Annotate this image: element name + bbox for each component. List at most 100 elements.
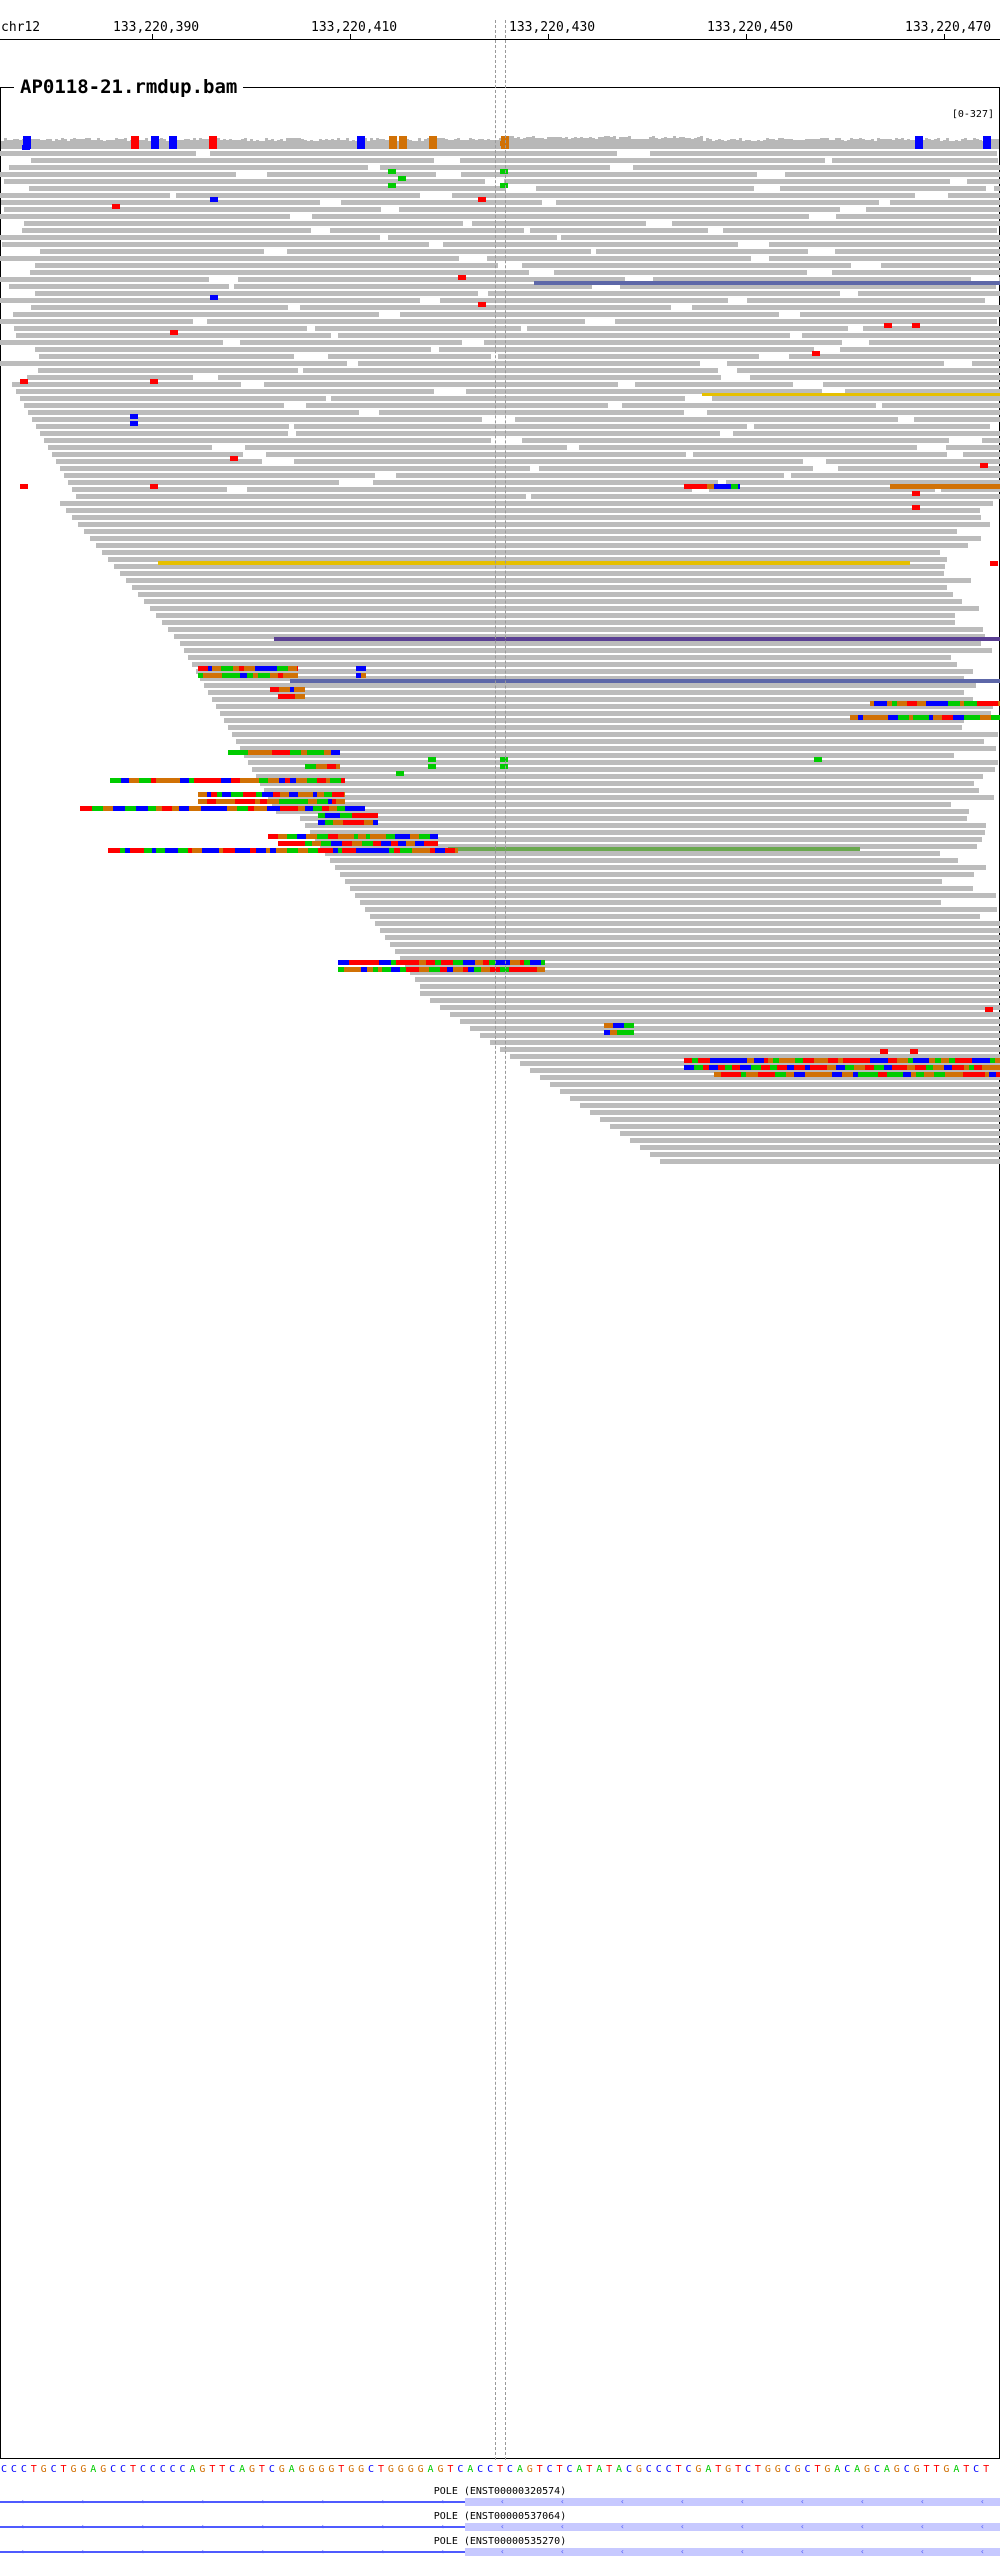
read[interactable]	[338, 333, 790, 338]
read[interactable]	[78, 522, 990, 527]
read[interactable]	[331, 396, 685, 401]
read[interactable]	[300, 305, 671, 310]
read[interactable]	[252, 767, 995, 772]
read[interactable]	[461, 172, 757, 177]
read[interactable]	[498, 354, 759, 359]
read[interactable]	[24, 221, 463, 226]
read[interactable]	[785, 172, 1000, 177]
read[interactable]	[20, 396, 326, 401]
read[interactable]	[750, 375, 1000, 380]
read[interactable]	[96, 543, 968, 548]
read[interactable]	[396, 473, 784, 478]
read[interactable]	[443, 242, 738, 247]
read[interactable]	[769, 256, 1000, 261]
read[interactable]	[236, 739, 984, 744]
read[interactable]	[36, 424, 289, 429]
read[interactable]	[727, 361, 944, 366]
read[interactable]	[27, 375, 193, 380]
read[interactable]	[754, 424, 990, 429]
read[interactable]	[946, 445, 1000, 450]
read[interactable]	[440, 1005, 1000, 1010]
read[interactable]	[858, 291, 1000, 296]
read[interactable]	[845, 389, 1000, 394]
read[interactable]	[224, 718, 964, 723]
read[interactable]	[600, 1117, 1000, 1122]
read[interactable]	[452, 193, 915, 198]
read[interactable]	[345, 879, 942, 884]
read[interactable]	[266, 452, 686, 457]
read[interactable]	[430, 998, 1000, 1003]
read[interactable]	[747, 298, 985, 303]
read[interactable]	[76, 494, 526, 499]
read[interactable]	[466, 389, 822, 394]
read[interactable]	[240, 746, 996, 751]
read[interactable]	[328, 354, 491, 359]
read[interactable]	[440, 298, 728, 303]
read[interactable]	[0, 235, 380, 240]
read[interactable]	[615, 319, 997, 324]
read[interactable]	[29, 186, 506, 191]
read[interactable]	[22, 228, 311, 233]
read[interactable]	[4, 207, 381, 212]
read[interactable]	[365, 907, 997, 912]
read[interactable]	[168, 627, 983, 632]
read[interactable]	[550, 1082, 1000, 1087]
read[interactable]	[240, 340, 462, 345]
read[interactable]	[138, 592, 953, 597]
read[interactable]	[400, 312, 779, 317]
read[interactable]	[9, 284, 229, 289]
read[interactable]	[972, 361, 1000, 366]
read[interactable]	[188, 655, 951, 660]
read[interactable]	[375, 921, 1000, 926]
read[interactable]	[500, 1047, 1000, 1052]
read[interactable]	[539, 466, 813, 471]
read[interactable]	[882, 403, 1000, 408]
read[interactable]	[405, 963, 1000, 968]
read[interactable]	[196, 669, 973, 674]
read[interactable]	[4, 179, 485, 184]
transcript-exon-block[interactable]	[465, 2498, 1000, 2506]
read[interactable]	[866, 207, 1000, 212]
read[interactable]	[823, 382, 1000, 387]
read[interactable]	[769, 242, 1000, 247]
read[interactable]	[832, 158, 998, 163]
read[interactable]	[210, 151, 617, 156]
read[interactable]	[450, 1012, 1000, 1017]
read[interactable]	[390, 942, 1000, 947]
read[interactable]	[44, 438, 491, 443]
read[interactable]	[420, 991, 1000, 996]
read[interactable]	[379, 410, 684, 415]
read[interactable]	[395, 949, 1000, 954]
read[interactable]	[835, 249, 1000, 254]
read[interactable]	[640, 1145, 1000, 1150]
read[interactable]	[527, 326, 848, 331]
read[interactable]	[504, 179, 950, 184]
read[interactable]	[144, 599, 962, 604]
read[interactable]	[881, 263, 1000, 268]
read[interactable]	[310, 830, 985, 835]
read[interactable]	[620, 284, 996, 289]
read[interactable]	[415, 977, 1000, 982]
read[interactable]	[296, 431, 720, 436]
read[interactable]	[530, 228, 708, 233]
read[interactable]	[0, 172, 236, 177]
read[interactable]	[0, 361, 347, 366]
read[interactable]	[522, 263, 851, 268]
read[interactable]	[120, 571, 944, 576]
read[interactable]	[709, 487, 935, 492]
read[interactable]	[360, 900, 941, 905]
read[interactable]	[487, 256, 751, 261]
read[interactable]	[388, 235, 557, 240]
read[interactable]	[531, 494, 1000, 499]
read[interactable]	[52, 452, 243, 457]
read[interactable]	[0, 193, 170, 198]
read[interactable]	[303, 368, 718, 373]
read[interactable]	[840, 347, 1000, 352]
read[interactable]	[256, 774, 983, 779]
read[interactable]	[832, 270, 1000, 275]
read[interactable]	[869, 340, 1000, 345]
read[interactable]	[156, 613, 955, 618]
read[interactable]	[24, 403, 284, 408]
read[interactable]	[580, 1103, 1000, 1108]
